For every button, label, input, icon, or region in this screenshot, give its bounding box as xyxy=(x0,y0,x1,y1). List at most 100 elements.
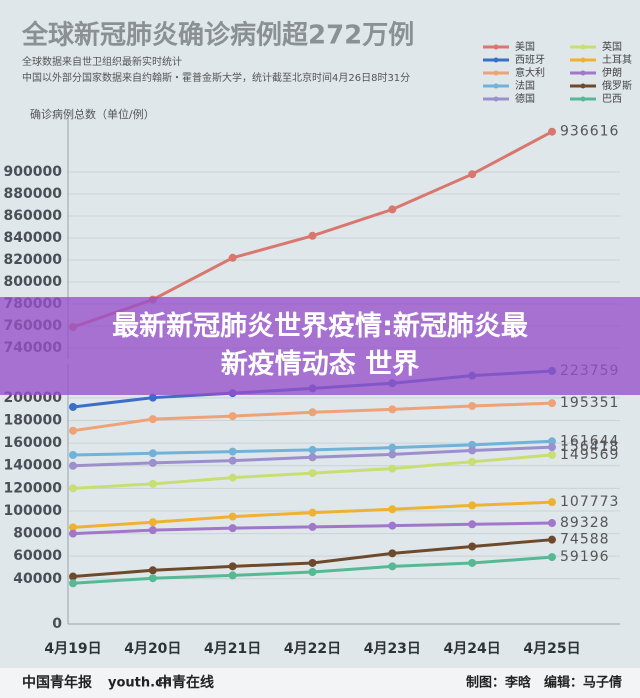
data-point xyxy=(388,443,397,452)
series-line xyxy=(72,401,553,433)
data-point xyxy=(69,484,77,493)
data-point xyxy=(308,508,317,517)
credits: 制图：李晗 编辑：马子倩 xyxy=(466,675,622,691)
data-point xyxy=(468,501,477,510)
data-point xyxy=(468,440,477,449)
value-label: 149569 xyxy=(560,447,619,463)
value-label: 161644 xyxy=(560,433,619,449)
value-label: 195351 xyxy=(560,395,619,411)
legend-label: 美国 xyxy=(515,40,535,53)
legend-label: 巴西 xyxy=(602,93,622,105)
y-tick-label: 880000 xyxy=(4,186,63,202)
data-point xyxy=(308,522,317,531)
y-tick-label: 900000 xyxy=(4,164,63,180)
value-label: 59196 xyxy=(560,549,610,565)
data-point xyxy=(548,519,556,528)
legend-label: 俄罗斯 xyxy=(602,79,632,92)
x-tick-label: 4月24日 xyxy=(444,641,501,657)
data-point xyxy=(228,524,237,533)
y-tick-label: 180000 xyxy=(4,413,63,429)
data-point xyxy=(69,426,77,435)
legend-label: 土耳其 xyxy=(602,53,632,66)
y-tick-label: 60000 xyxy=(13,548,62,564)
legend-label: 德国 xyxy=(515,92,535,105)
x-tick-label: 4月25日 xyxy=(523,641,580,657)
value-label: 936616 xyxy=(560,124,619,140)
data-point xyxy=(69,451,77,459)
data-point xyxy=(228,512,237,521)
data-point xyxy=(148,449,157,458)
data-point xyxy=(228,473,237,482)
data-point xyxy=(228,447,237,456)
x-tick-label: 4月20日 xyxy=(124,641,181,657)
data-point xyxy=(468,520,477,529)
legend-swatch xyxy=(580,57,586,63)
data-point xyxy=(388,464,397,473)
subtitle: 中国以外部分国家数据来自约翰斯・霍普金斯大学，统计截至北京时间4月26日8时31… xyxy=(22,71,410,84)
footer-bar xyxy=(0,668,640,698)
data-point xyxy=(148,574,157,583)
x-tick-label: 4月19日 xyxy=(44,641,101,657)
data-point xyxy=(388,549,397,558)
y-tick-label: 40000 xyxy=(13,571,62,587)
data-point xyxy=(468,170,477,179)
data-point xyxy=(548,127,556,136)
data-point xyxy=(69,402,77,411)
data-point xyxy=(148,566,157,575)
y-tick-label: 820000 xyxy=(4,252,63,268)
data-point xyxy=(69,529,77,538)
data-point xyxy=(388,562,397,571)
data-point xyxy=(468,542,477,551)
data-point xyxy=(228,253,237,262)
y-tick-label: 0 xyxy=(52,616,62,632)
data-point xyxy=(308,408,317,417)
legend-swatch xyxy=(580,96,586,102)
value-label: 89328 xyxy=(560,515,610,531)
logo: 中国青年报 xyxy=(22,674,92,691)
data-point xyxy=(308,469,317,478)
legend-swatch xyxy=(580,44,586,50)
legend-swatch xyxy=(493,96,499,102)
value-label: 74588 xyxy=(560,532,610,548)
legend-label: 英国 xyxy=(602,40,622,53)
data-point xyxy=(468,457,477,466)
subtitle: 全球数据来自世卫组织最新实时统计 xyxy=(22,55,182,68)
data-point xyxy=(148,479,157,488)
data-point xyxy=(69,461,77,470)
logo: youth.cn xyxy=(108,676,172,691)
data-point xyxy=(548,498,556,507)
y-tick-label: 800000 xyxy=(4,274,63,290)
banner-line: 新疫情动态 世界 xyxy=(220,349,420,380)
data-point xyxy=(548,437,556,446)
data-point xyxy=(548,535,556,544)
legend-label: 伊朗 xyxy=(602,67,622,79)
data-point xyxy=(228,456,237,465)
banner-line: 最新新冠肺炎世界疫情:新冠肺炎最 xyxy=(112,311,528,342)
data-point xyxy=(148,526,157,535)
y-tick-label: 140000 xyxy=(4,458,63,474)
data-point xyxy=(548,450,556,459)
legend-label: 法国 xyxy=(515,79,535,92)
data-point xyxy=(308,231,317,240)
data-point xyxy=(228,562,237,571)
legend-swatch xyxy=(580,70,586,76)
legend-swatch xyxy=(493,83,499,89)
legend-label: 意大利 xyxy=(515,66,545,79)
data-point xyxy=(228,571,237,580)
data-point xyxy=(388,450,397,459)
x-tick-label: 4月21日 xyxy=(204,641,261,657)
y-tick-label: 120000 xyxy=(4,480,63,496)
banner: 最新新冠肺炎世界疫情:新冠肺炎最 新疫情动态 世界 xyxy=(0,297,640,395)
data-point xyxy=(388,505,397,514)
legend-swatch xyxy=(493,57,499,63)
data-point xyxy=(228,412,237,421)
data-point xyxy=(548,399,556,408)
data-point xyxy=(468,401,477,410)
y-tick-label: 100000 xyxy=(4,503,63,519)
data-point xyxy=(388,521,397,530)
y-axis-label: 确诊病例总数（单位/例） xyxy=(30,107,155,121)
data-point xyxy=(308,453,317,462)
y-tick-label: 860000 xyxy=(4,208,63,224)
data-point xyxy=(308,445,317,454)
x-tick-label: 4月22日 xyxy=(284,641,341,657)
